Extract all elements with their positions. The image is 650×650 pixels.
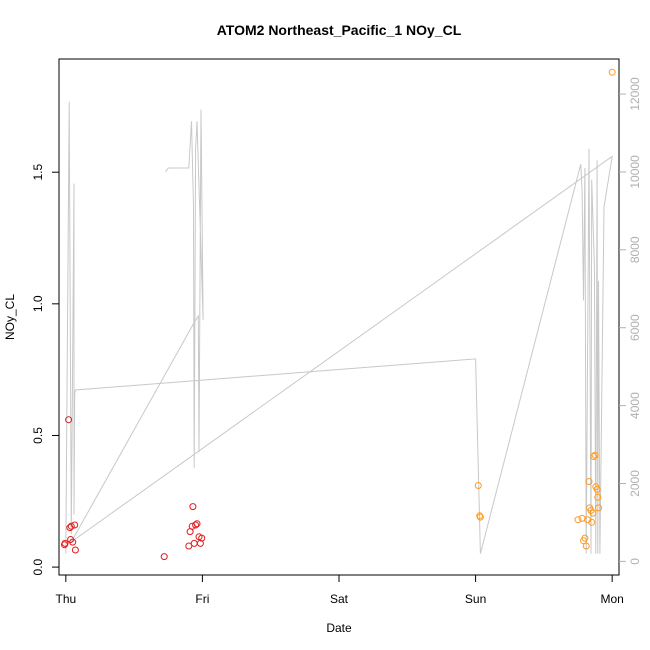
right-tick-label: 0 bbox=[628, 558, 642, 565]
data-point bbox=[192, 521, 200, 529]
data-point bbox=[193, 520, 201, 528]
right-tick-label: 8000 bbox=[628, 236, 642, 263]
data-point bbox=[474, 482, 482, 489]
data-point bbox=[588, 518, 596, 526]
y-axis-label: NOy_CL bbox=[3, 294, 17, 340]
chart-title: ATOM2 Northeast_Pacific_1 NOy_CL bbox=[217, 22, 462, 38]
altitude-line bbox=[65, 101, 613, 554]
data-point bbox=[593, 485, 601, 493]
y-tick-label: 1.5 bbox=[31, 164, 45, 181]
data-point bbox=[67, 522, 75, 530]
y-tick-label: 0.0 bbox=[31, 558, 45, 575]
data-point bbox=[160, 553, 168, 561]
right-tick-label: 4000 bbox=[628, 392, 642, 419]
x-axis: Thu Fri Sat Sun Mon bbox=[55, 574, 624, 606]
points-layer bbox=[61, 68, 616, 561]
data-point bbox=[595, 504, 602, 512]
data-point bbox=[608, 68, 616, 76]
right-tick-label: 2000 bbox=[628, 470, 642, 497]
data-point bbox=[590, 453, 598, 460]
data-point bbox=[189, 503, 197, 511]
x-axis-label: Date bbox=[326, 621, 352, 635]
data-point bbox=[185, 542, 193, 550]
data-point bbox=[476, 513, 484, 521]
right-tick-label: 12000 bbox=[628, 77, 642, 111]
x-tick-label: Sun bbox=[465, 592, 486, 606]
x-tick-label: Mon bbox=[600, 592, 623, 606]
data-point bbox=[591, 451, 599, 459]
data-point bbox=[589, 509, 597, 517]
data-point bbox=[65, 416, 73, 424]
x-tick-label: Fri bbox=[195, 592, 209, 606]
data-point bbox=[71, 546, 79, 554]
x-tick-label: Thu bbox=[55, 592, 76, 606]
y-tick-label: 1.0 bbox=[31, 295, 45, 312]
right-axis: 0 2000 4000 6000 8000 10000 12000 bbox=[619, 77, 642, 565]
data-point bbox=[69, 538, 77, 546]
data-point bbox=[61, 539, 69, 547]
right-tick-label: 10000 bbox=[628, 155, 642, 189]
altitude-line-layer bbox=[65, 101, 613, 554]
data-point bbox=[71, 521, 79, 529]
data-point bbox=[198, 534, 206, 542]
y-axis: 0.0 0.5 1.0 1.5 bbox=[31, 164, 60, 575]
data-point bbox=[574, 516, 582, 524]
data-point bbox=[585, 478, 593, 485]
y-tick-label: 0.5 bbox=[31, 427, 45, 444]
data-point bbox=[582, 542, 590, 550]
x-tick-label: Sat bbox=[330, 592, 349, 606]
right-tick-label: 6000 bbox=[628, 314, 642, 341]
data-point bbox=[594, 493, 602, 501]
data-point bbox=[581, 534, 589, 542]
